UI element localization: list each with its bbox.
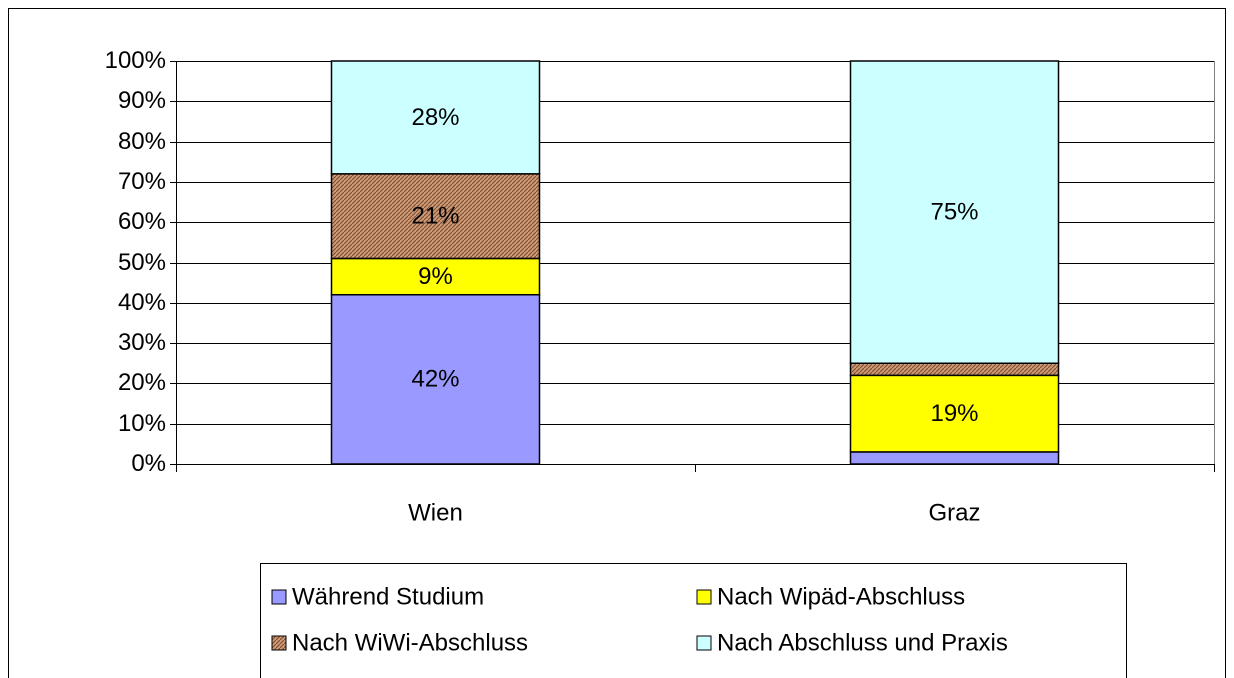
chart-border	[8, 8, 1226, 678]
y-tick-label: 40%	[118, 289, 166, 316]
data-label: 9%	[418, 263, 453, 290]
data-label: 75%	[930, 198, 978, 225]
y-tick-label: 100%	[105, 47, 166, 74]
bar-segment	[849, 451, 1060, 465]
y-tick-label: 60%	[118, 208, 166, 235]
y-tick-label: 50%	[118, 249, 166, 276]
legend-swatch	[271, 589, 287, 605]
y-tick-label: 30%	[118, 329, 166, 356]
x-tick-label: Graz	[928, 499, 980, 526]
y-tick-label: 70%	[118, 168, 166, 195]
bar-segment	[330, 173, 541, 260]
y-tick-label: 80%	[118, 128, 166, 155]
bar-segment	[330, 257, 541, 296]
legend-box	[260, 563, 1127, 678]
data-label: 19%	[930, 400, 978, 427]
bar-segment	[330, 60, 541, 175]
legend-label: Nach WiWi-Abschluss	[292, 629, 528, 656]
bar-segment	[849, 60, 1060, 364]
legend-label: Nach Wipäd-Abschluss	[717, 583, 965, 610]
bar-segment	[849, 374, 1060, 453]
bar-segment	[330, 293, 541, 465]
legend-swatch	[696, 635, 712, 651]
y-tick-label: 10%	[118, 410, 166, 437]
legend-label: Nach Abschluss und Praxis	[717, 629, 1008, 656]
legend-swatch	[271, 635, 287, 651]
bar-segment	[849, 362, 1060, 377]
data-label: 42%	[411, 366, 459, 393]
data-label: 21%	[411, 202, 459, 229]
y-tick-label: 20%	[118, 369, 166, 396]
legend-label: Während Studium	[292, 583, 484, 610]
x-tick-label: Wien	[408, 499, 463, 526]
y-tick-label: 90%	[118, 87, 166, 114]
y-tick-label: 0%	[131, 450, 166, 477]
data-label: 28%	[411, 104, 459, 131]
legend-swatch	[696, 589, 712, 605]
